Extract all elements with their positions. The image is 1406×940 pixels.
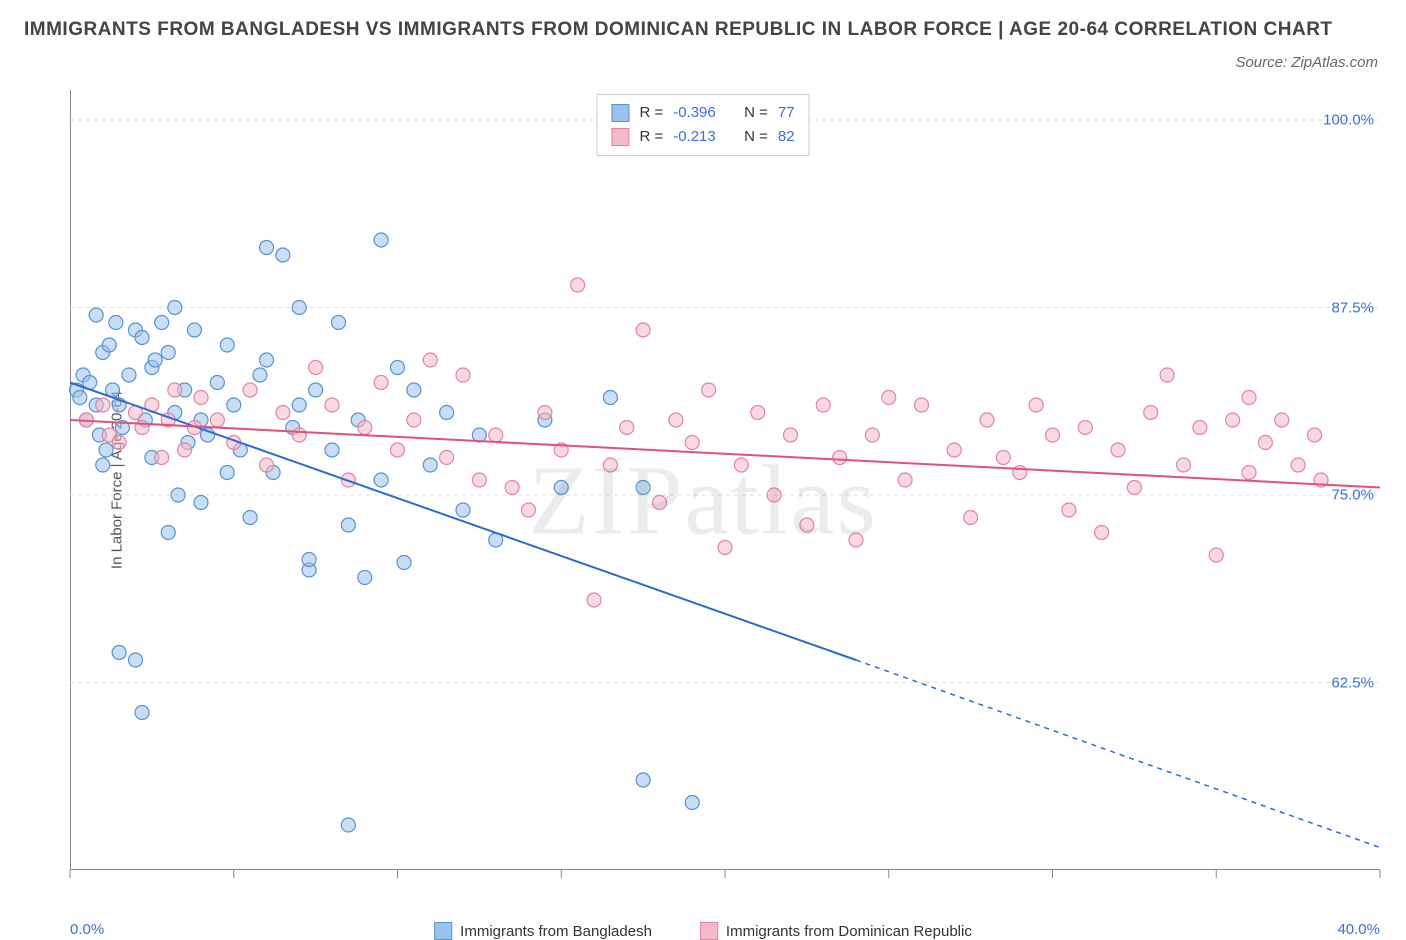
r-label: R =	[639, 125, 663, 149]
series-legend: Immigrants from Bangladesh Immigrants fr…	[434, 922, 972, 940]
correlation-legend: R = -0.396 N = 77 R = -0.213 N = 82	[596, 94, 809, 156]
legend-row-dominican: R = -0.213 N = 82	[611, 125, 794, 149]
r-label: R =	[639, 101, 663, 125]
legend-row-bangladesh: R = -0.396 N = 77	[611, 101, 794, 125]
n-value-bangladesh: 77	[778, 101, 795, 125]
chart-title: IMMIGRANTS FROM BANGLADESH VS IMMIGRANTS…	[24, 16, 1382, 45]
r-value-bangladesh: -0.396	[673, 101, 716, 125]
swatch-bangladesh	[611, 104, 629, 122]
swatch-dominican	[700, 922, 718, 940]
n-label: N =	[744, 125, 768, 149]
n-label: N =	[744, 101, 768, 125]
chart-container: In Labor Force | Age 20-64 62.5%75.0%87.…	[20, 90, 1386, 910]
r-value-dominican: -0.213	[673, 125, 716, 149]
source-attribution: Source: ZipAtlas.com	[1235, 54, 1378, 71]
legend-item-dominican: Immigrants from Dominican Republic	[700, 922, 972, 940]
n-value-dominican: 82	[778, 125, 795, 149]
y-tick-label: 100.0%	[1323, 112, 1374, 129]
y-tick-label: 87.5%	[1331, 299, 1374, 316]
y-tick-label: 62.5%	[1331, 674, 1374, 691]
swatch-bangladesh	[434, 922, 452, 940]
series-label-dominican: Immigrants from Dominican Republic	[726, 923, 972, 940]
y-tick-label: 75.0%	[1331, 487, 1374, 504]
swatch-dominican	[611, 128, 629, 146]
series-label-bangladesh: Immigrants from Bangladesh	[460, 923, 652, 940]
legend-item-bangladesh: Immigrants from Bangladesh	[434, 922, 652, 940]
